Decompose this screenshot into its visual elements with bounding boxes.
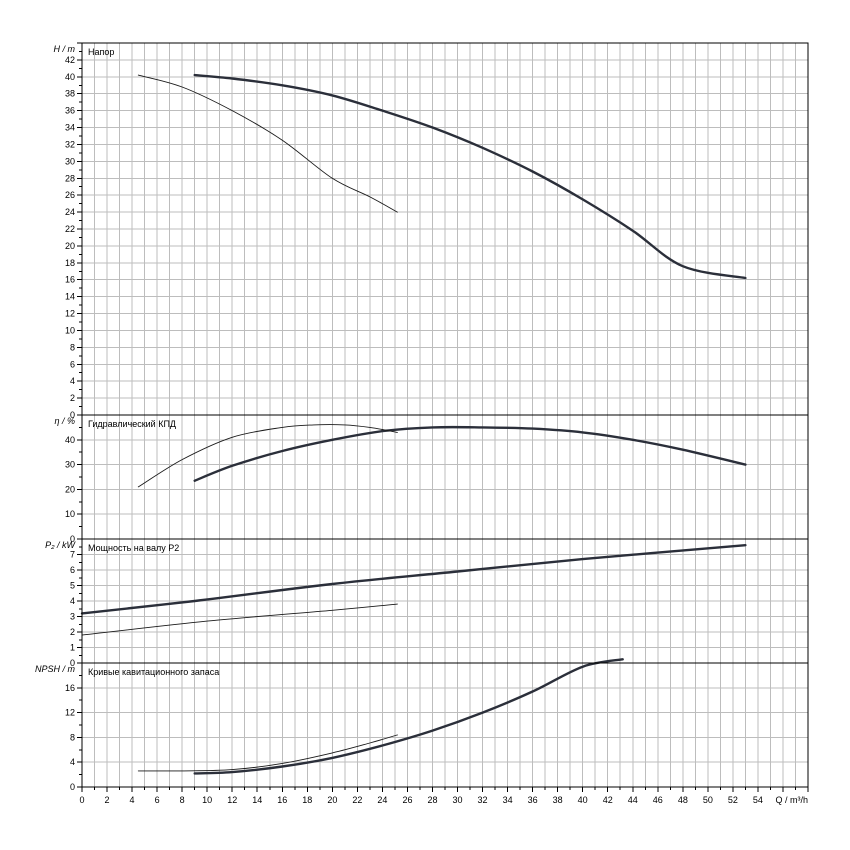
- y-axis-label: P₂ / kW: [45, 540, 76, 550]
- y-tick-label: 40: [65, 72, 75, 82]
- y-tick-label: 38: [65, 89, 75, 99]
- y-tick-label: 4: [70, 376, 75, 386]
- x-tick-label: 24: [377, 795, 387, 805]
- y-tick-label: 16: [65, 275, 75, 285]
- x-tick-label: 20: [327, 795, 337, 805]
- y-tick-label: 0: [70, 782, 75, 792]
- y-tick-label: 8: [70, 342, 75, 352]
- x-tick-label: 8: [180, 795, 185, 805]
- y-tick-label: 0: [70, 658, 75, 668]
- y-tick-label: 40: [65, 435, 75, 445]
- y-tick-label: 34: [65, 123, 75, 133]
- y-tick-label: 16: [65, 683, 75, 693]
- x-tick-label: 54: [753, 795, 763, 805]
- x-tick-label: 10: [202, 795, 212, 805]
- y-tick-label: 7: [70, 550, 75, 560]
- y-tick-label: 28: [65, 173, 75, 183]
- x-tick-label: 48: [678, 795, 688, 805]
- curve-thin: [137, 424, 398, 488]
- y-tick-label: 10: [65, 509, 75, 519]
- curve-thick: [193, 658, 624, 775]
- curve-thick: [80, 544, 747, 615]
- y-tick-label: 2: [70, 627, 75, 637]
- x-tick-label: 36: [528, 795, 538, 805]
- y-tick-label: 12: [65, 708, 75, 718]
- y-tick-label: 0: [70, 410, 75, 420]
- x-tick-label: 22: [352, 795, 362, 805]
- x-tick-label: 14: [252, 795, 262, 805]
- curve-layer: [80, 73, 747, 775]
- y-tick-label: 30: [65, 156, 75, 166]
- y-tick-label: 36: [65, 106, 75, 116]
- x-axis-label: Q / m³/h: [775, 795, 808, 805]
- panel-title: Напор: [88, 47, 114, 57]
- y-tick-label: 4: [70, 757, 75, 767]
- y-tick-label: 20: [65, 241, 75, 251]
- y-tick-label: 24: [65, 207, 75, 217]
- frame-layer: [77, 42, 809, 792]
- panel-title: Гидравлический КПД: [88, 419, 176, 429]
- x-tick-label: 2: [105, 795, 110, 805]
- y-tick-label: 32: [65, 139, 75, 149]
- y-tick-label: 26: [65, 190, 75, 200]
- x-tick-label: 44: [628, 795, 638, 805]
- y-tick-label: 5: [70, 581, 75, 591]
- x-tick-label: 50: [703, 795, 713, 805]
- y-axis-label: η / %: [54, 416, 75, 426]
- y-tick-label: 3: [70, 612, 75, 622]
- curve-thin: [137, 734, 398, 772]
- x-tick-label: 34: [503, 795, 513, 805]
- x-tick-label: 52: [728, 795, 738, 805]
- y-tick-label: 2: [70, 393, 75, 403]
- x-tick-label: 26: [402, 795, 412, 805]
- curve-thin: [81, 603, 398, 636]
- y-tick-label: 22: [65, 224, 75, 234]
- x-tick-label: 0: [79, 795, 84, 805]
- y-tick-label: 18: [65, 258, 75, 268]
- y-tick-label: 6: [70, 565, 75, 575]
- x-tick-label: 16: [277, 795, 287, 805]
- panel-title: Мощность на валу P2: [88, 543, 179, 553]
- x-tick-label: 42: [603, 795, 613, 805]
- text-layer: 024681012141618202224262830323436384042H…: [35, 44, 763, 805]
- x-tick-label: 4: [130, 795, 135, 805]
- x-tick-label: 12: [227, 795, 237, 805]
- x-tick-label: 46: [653, 795, 663, 805]
- y-tick-label: 20: [65, 484, 75, 494]
- y-tick-label: 0: [70, 534, 75, 544]
- y-tick-label: 30: [65, 460, 75, 470]
- curve-thin: [137, 74, 398, 213]
- y-axis-label: NPSH / m: [35, 664, 76, 674]
- y-axis-label: H / m: [54, 44, 76, 54]
- y-tick-label: 6: [70, 359, 75, 369]
- x-tick-label: 38: [553, 795, 563, 805]
- x-tick-label: 30: [453, 795, 463, 805]
- y-tick-label: 10: [65, 325, 75, 335]
- panel-title: Кривые кавитационного запаса: [88, 667, 219, 677]
- curve-thick: [193, 425, 747, 482]
- x-tick-label: 40: [578, 795, 588, 805]
- curve-thick: [193, 73, 747, 280]
- y-tick-label: 42: [65, 55, 75, 65]
- x-tick-label: 28: [427, 795, 437, 805]
- y-tick-label: 4: [70, 596, 75, 606]
- x-tick-label: 18: [302, 795, 312, 805]
- y-tick-label: 1: [70, 643, 75, 653]
- x-tick-label: 6: [155, 795, 160, 805]
- y-tick-label: 14: [65, 292, 75, 302]
- y-tick-label: 12: [65, 309, 75, 319]
- x-tick-label: 32: [478, 795, 488, 805]
- y-tick-label: 8: [70, 732, 75, 742]
